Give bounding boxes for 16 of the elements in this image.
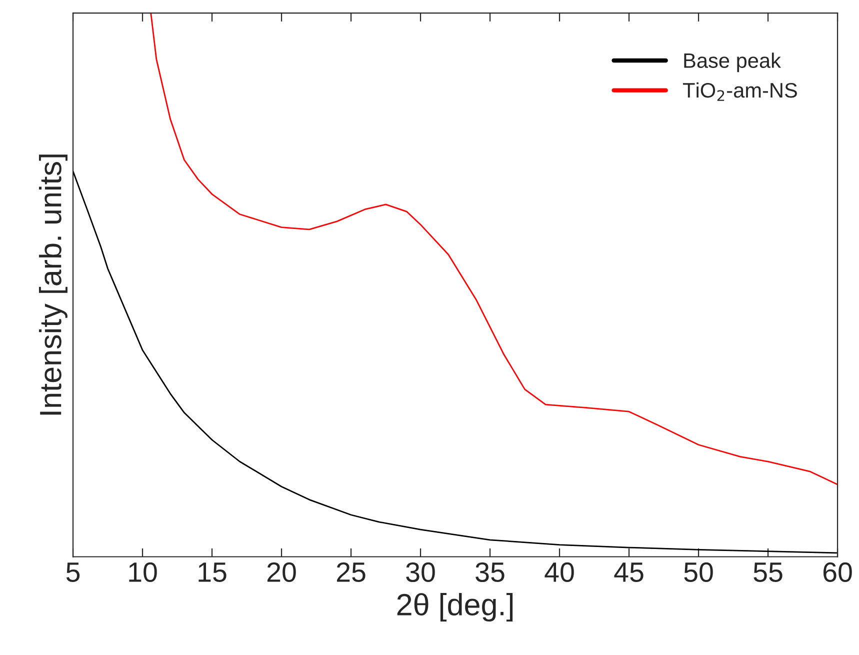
- x-tick-label: 20: [267, 562, 296, 582]
- x-tick-label: 60: [823, 562, 852, 582]
- legend-label: Base peak: [684, 52, 782, 72]
- x-tick-label: 45: [614, 562, 644, 582]
- x-tick-label: 35: [476, 562, 504, 582]
- x-tick-label: 30: [406, 562, 435, 582]
- x-tick-label: 50: [684, 562, 713, 582]
- x-tick-label: 15: [198, 562, 226, 582]
- x-tick-label: 55: [754, 562, 782, 582]
- legend-label: TiO$_{2}$-am-NS: [682, 82, 797, 101]
- x-tick-label: 40: [544, 562, 574, 582]
- x-axis-title: 2θ [deg.]: [397, 593, 513, 622]
- x-tick-label: 10: [129, 562, 157, 582]
- x-tick-label: 25: [336, 562, 366, 582]
- y-axis-title: Intensity [arb. units]: [38, 154, 68, 415]
- x-tick-label: 5: [66, 562, 80, 582]
